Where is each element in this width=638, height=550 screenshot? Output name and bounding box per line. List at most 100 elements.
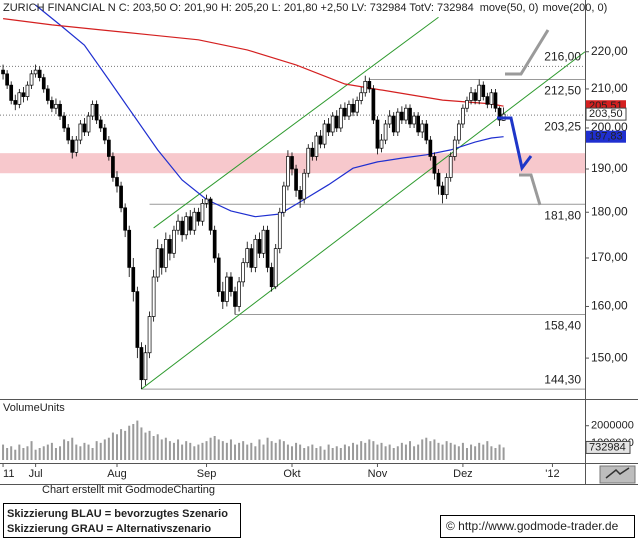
- candle-body: [78, 123, 83, 141]
- credit: Chart erstellt mit GodmodeCharting: [42, 484, 215, 496]
- candle-body: [159, 248, 164, 268]
- volume-bar: [144, 432, 147, 460]
- volume-bar: [498, 444, 501, 460]
- volume-bar: [128, 425, 131, 460]
- volume-bar: [262, 444, 265, 460]
- candle-body: [229, 276, 233, 292]
- candle-body: [286, 156, 290, 187]
- volume-bar: [400, 442, 403, 460]
- volume-bar: [120, 429, 123, 460]
- volume-bar: [494, 448, 497, 460]
- candle-body: [444, 177, 449, 196]
- volume-bar: [54, 448, 57, 460]
- volume-bar: [217, 439, 220, 460]
- candle-body: [387, 115, 392, 125]
- candle-body: [33, 69, 38, 75]
- volume-bar: [437, 442, 440, 460]
- candle-body: [416, 115, 420, 133]
- volume-bar: [311, 444, 314, 460]
- volume-bar: [140, 427, 143, 460]
- gray-scenario-down: [519, 173, 542, 206]
- candle-body: [220, 291, 225, 302]
- candle-body: [119, 185, 123, 209]
- candle-body: [379, 139, 384, 149]
- volume-bar: [50, 442, 53, 460]
- candle-body: [245, 248, 250, 264]
- x-tick-label: '12: [545, 468, 559, 480]
- volume-bar: [315, 448, 318, 460]
- volume-bar: [71, 437, 74, 460]
- volume-bar: [343, 444, 346, 460]
- volume-bar: [99, 442, 102, 460]
- url: © http://www.godmode-trader.de: [446, 519, 619, 533]
- volume-bar: [22, 448, 25, 460]
- price-plot: [0, 4, 585, 390]
- last-value-box: [586, 130, 626, 143]
- trend-line: [153, 16, 439, 229]
- last-volume-label: 732984: [589, 441, 626, 453]
- volume-bar: [18, 444, 21, 460]
- volume-bar: [392, 448, 395, 460]
- volume-bar: [299, 444, 302, 460]
- candle-body: [139, 347, 144, 381]
- candle-body: [314, 135, 319, 157]
- volume-bar: [465, 448, 468, 460]
- last-close-label: 203,50: [589, 108, 623, 120]
- candle-body: [188, 216, 193, 231]
- legend-entry: move(50, 0): [480, 2, 539, 14]
- candle-body: [257, 239, 262, 254]
- volume-bar: [295, 442, 298, 460]
- volume-bar: [352, 442, 355, 460]
- candle-body: [424, 123, 429, 141]
- y-tick-label: 210,00: [591, 81, 628, 95]
- candle-body: [318, 135, 323, 145]
- candle-body: [62, 115, 66, 129]
- nav-icon[interactable]: [599, 465, 636, 484]
- volume-bar: [209, 437, 212, 460]
- candle-body: [493, 92, 498, 109]
- volume-bar: [79, 446, 82, 460]
- volume-bar: [234, 444, 237, 460]
- volume-bar: [290, 446, 293, 460]
- candle-body: [184, 216, 189, 236]
- candle-body: [412, 115, 416, 125]
- volume-bar: [372, 441, 375, 460]
- candle-body: [249, 248, 254, 268]
- url-box: [440, 515, 635, 538]
- volume-bar: [449, 442, 452, 460]
- candle-body: [180, 220, 184, 236]
- volume-bar: [282, 441, 285, 460]
- candle-body: [200, 203, 205, 222]
- volume-bar: [307, 446, 310, 460]
- candle-body: [102, 127, 107, 141]
- candle-body: [58, 103, 62, 117]
- candle-body: [70, 139, 75, 153]
- volume-bar: [376, 444, 379, 460]
- volume-bar: [116, 434, 118, 460]
- y-tick-label: 180,00: [591, 204, 628, 218]
- y-tick-label: 160,00: [591, 299, 628, 313]
- volume-bar: [42, 446, 45, 460]
- candle-body: [163, 239, 168, 268]
- candle-body: [204, 198, 209, 204]
- candle-body: [273, 248, 278, 288]
- candle-body: [225, 276, 229, 302]
- candle-body: [265, 229, 270, 268]
- candle-body: [111, 156, 115, 178]
- candle-body: [41, 77, 46, 90]
- candle-body: [147, 316, 152, 354]
- candle-body: [343, 107, 347, 117]
- volume-bar: [197, 444, 200, 460]
- volume-bar: [246, 444, 249, 460]
- candle-body: [74, 139, 79, 153]
- moving-average: [3, 18, 504, 107]
- candle-body: [143, 352, 148, 381]
- candle-body: [497, 107, 502, 121]
- candle-body: [338, 107, 343, 129]
- candle-body: [330, 115, 335, 133]
- candle-body: [127, 229, 132, 268]
- y-tick-label: 190,00: [591, 161, 628, 175]
- legend-line: Skizzierung BLAU = bevorzugtes Szenario: [7, 508, 228, 520]
- volume-bar: [413, 446, 416, 460]
